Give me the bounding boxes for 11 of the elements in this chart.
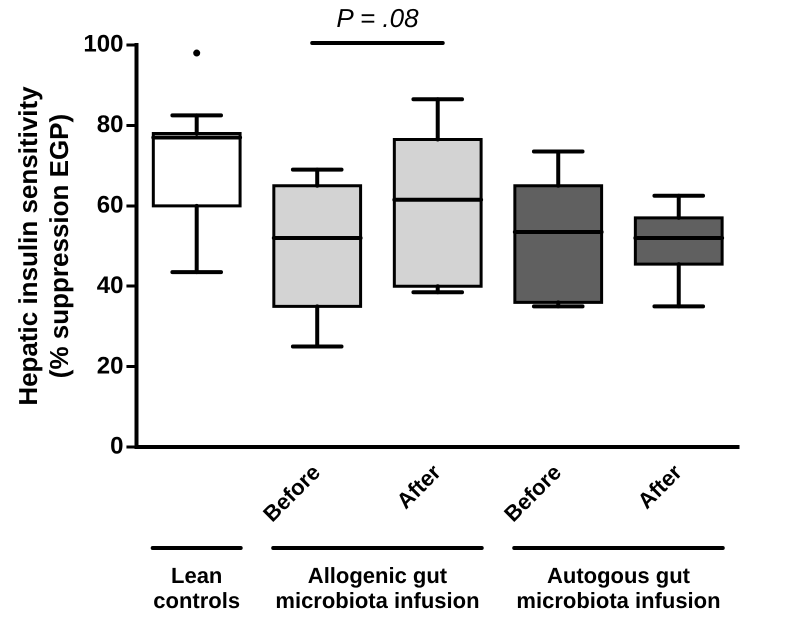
y-axis-title: Hepatic insulin sensitivity (% suppression EGP) [12, 86, 74, 406]
y-tick-label: 40 [96, 272, 124, 299]
text: Lean controls [153, 563, 240, 614]
y-tick-label: 100 [83, 30, 124, 58]
y-tick-label: 20 [96, 352, 124, 380]
text: P = .08 [336, 3, 420, 34]
y-tick-label: 80 [96, 111, 124, 138]
y-tick-label: 0 [110, 432, 124, 460]
text: Autogous gut microbiota infusion [516, 563, 721, 614]
y-tick-label: 60 [96, 191, 124, 218]
text: Allogenic gut microbiota infusion [275, 563, 480, 614]
